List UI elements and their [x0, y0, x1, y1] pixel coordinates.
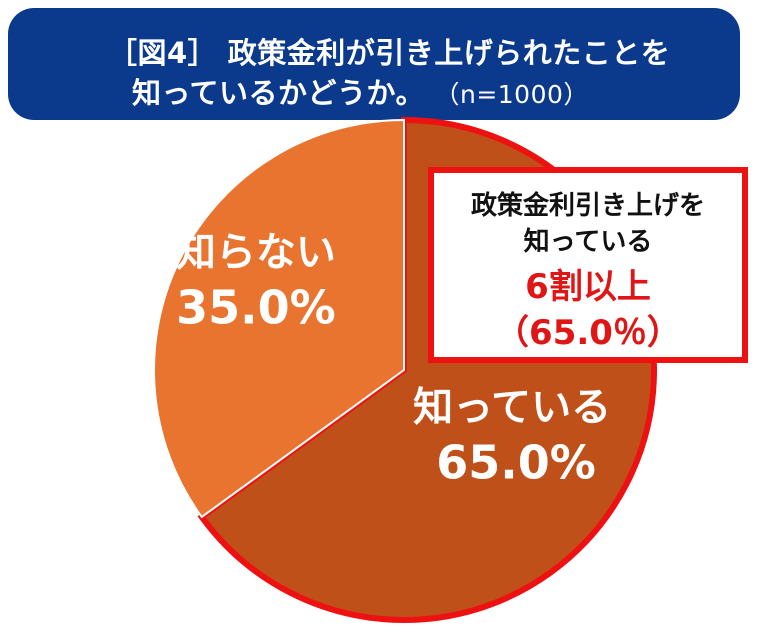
callout-percent: （65.0％）: [495, 313, 681, 353]
pie-slice-value-label: 65.0%: [436, 435, 596, 489]
chart-title-line2-text: 知っているかどうか。: [132, 76, 425, 110]
callout-box: 政策金利引き上げを 知っている 6割以上 （65.0％）: [428, 167, 748, 363]
sample-size-label: （n=1000）: [446, 80, 589, 109]
chart-title-line1: ［図4］ 政策金利が引き上げられたことを: [108, 36, 671, 70]
pie-slice-name-label: 知っている: [413, 384, 611, 430]
pie-slice-dont-know: [153, 118, 405, 519]
callout-line1: 政策金利引き上げを: [470, 191, 705, 221]
chart-title-line2: 知っているかどうか。 （n=1000）: [132, 70, 589, 112]
pie-slice-name-label: 知らない: [176, 230, 336, 276]
title-banner: ［図4］ 政策金利が引き上げられたことを 知っているかどうか。 （n=1000）: [8, 8, 740, 120]
callout-highlight: 6割以上: [525, 267, 651, 307]
callout-line2: 知っている: [523, 227, 653, 257]
pie-slice-value-label: 35.0%: [176, 281, 336, 335]
